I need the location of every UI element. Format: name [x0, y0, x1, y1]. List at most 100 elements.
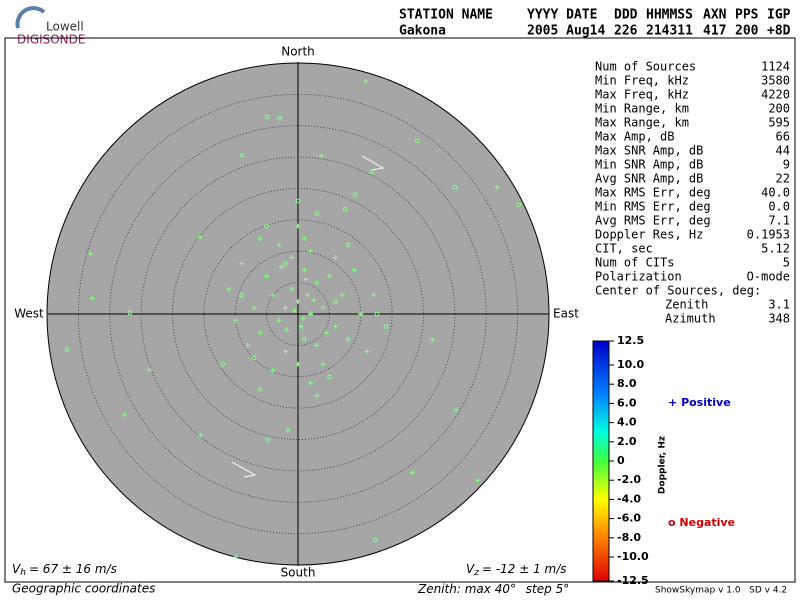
positive-source: [320, 305, 326, 311]
positive-source: [276, 242, 282, 248]
points: [64, 78, 522, 560]
positive-source: [358, 311, 364, 317]
positive-source: [257, 330, 263, 336]
vz-text: = -12 ± 1 m/s: [482, 562, 567, 576]
positive-source: [429, 337, 435, 343]
negative-source: [283, 261, 288, 267]
negative-source: [265, 437, 271, 443]
stat-value: 40.0: [761, 186, 790, 200]
v: V: [12, 562, 21, 576]
positive-source: [232, 317, 238, 323]
positive-source: [87, 251, 93, 257]
negative-source: [383, 324, 389, 329]
positive-source: [295, 298, 301, 304]
positive-source: [233, 554, 239, 560]
colorbar-tick-label: -12.5: [617, 574, 649, 587]
legend-negative: o Negative: [668, 516, 735, 529]
header-value: +8D: [767, 24, 791, 39]
logo-swoosh: [15, 6, 46, 29]
negative-source: [239, 292, 244, 298]
positive-source: [198, 432, 204, 438]
positive-source: [292, 308, 298, 314]
legend-text: Negative: [679, 516, 735, 529]
positive-source: [494, 184, 500, 190]
header-value: 417: [703, 24, 726, 39]
positive-source: [226, 286, 232, 292]
colorbar-tick-label: -6.0: [617, 512, 641, 525]
positive-source: [314, 393, 320, 399]
positive-source: [370, 292, 376, 298]
colorbar-tick-label: 8.0: [617, 377, 637, 390]
logo-bottom: DIGISONDE: [17, 33, 85, 47]
positive-source: [453, 407, 459, 413]
stat-value: 22: [776, 172, 790, 186]
negative-source: [264, 114, 270, 120]
positive-source: [295, 361, 301, 367]
stat-label: Doppler Res, Hz: [595, 228, 703, 242]
positive-source: [320, 361, 326, 367]
unit: °: [510, 582, 516, 596]
positive-source: [363, 78, 369, 84]
colorbar-tick-label: 0: [617, 454, 625, 467]
z-step: 5: [556, 582, 564, 596]
positive-source: [89, 295, 95, 301]
negative-source: [452, 184, 458, 190]
positive-source: [251, 305, 257, 311]
positive-source: [345, 336, 351, 342]
stat-label: Polarization: [595, 270, 682, 284]
version: ShowSkymap v 1.0 SD v 4.2: [655, 586, 787, 596]
positive-source: [311, 297, 317, 303]
positive-source: [301, 236, 307, 242]
stat-label: Avg RMS Err, deg: [595, 214, 711, 228]
positive-source: [289, 286, 295, 292]
negative-source: [251, 355, 257, 361]
negative-source: [516, 202, 522, 208]
stat-label: Min RMS Err, deg: [595, 200, 711, 214]
stat-label: Num of Sources: [595, 60, 696, 74]
west-label: West: [14, 307, 44, 321]
colorbar-tick-label: -4.0: [617, 492, 641, 505]
positive-source: [285, 427, 291, 433]
header-label: PPS: [735, 8, 759, 23]
sub: z: [473, 568, 479, 578]
positive-source: [146, 367, 152, 373]
positive-source: [282, 305, 288, 311]
frame: [4, 37, 796, 583]
negative-source: [127, 310, 133, 316]
positive-source: [308, 248, 314, 254]
header-label: YYYY DATE: [527, 8, 597, 23]
stat-label: Min SNR Amp, dB: [595, 158, 703, 172]
vh-text: = 67 ± 16 m/s: [29, 562, 117, 576]
negative-source: [327, 374, 332, 380]
stat-value: 4220: [761, 88, 790, 102]
stat-label: Max SNR Amp, dB: [595, 144, 703, 158]
vh: Vh = 67 ± 16 m/s: [12, 562, 117, 578]
stat-value: 5: [783, 256, 790, 270]
colorbar-tick-label: -2.0: [617, 473, 641, 486]
header-label: STATION NAME: [399, 8, 493, 23]
z-max: 40: [495, 582, 511, 596]
legend-positive: + Positive: [668, 396, 731, 409]
stat-value: 1124: [761, 60, 790, 74]
legend-symbol: o: [668, 516, 676, 529]
colorbar-tick-label: 12.5: [617, 334, 644, 347]
arrow: [361, 155, 385, 171]
east-label: East: [553, 307, 579, 321]
legend-text: Positive: [681, 396, 731, 409]
negative-source: [301, 336, 307, 342]
stat-value: 0.0: [768, 200, 790, 214]
positive-source: [295, 223, 301, 229]
negative-source: [258, 387, 263, 392]
negative-source: [374, 311, 380, 317]
positive-source: [409, 470, 415, 476]
positive-source: [245, 342, 251, 348]
arrow: [231, 461, 257, 478]
positive-source: [264, 273, 270, 279]
logo-top: Lowell: [46, 20, 84, 34]
positive-source: [282, 349, 288, 355]
stat-value: 3.1: [768, 298, 790, 312]
positive-source: [318, 153, 324, 159]
positive-source: [304, 292, 310, 298]
